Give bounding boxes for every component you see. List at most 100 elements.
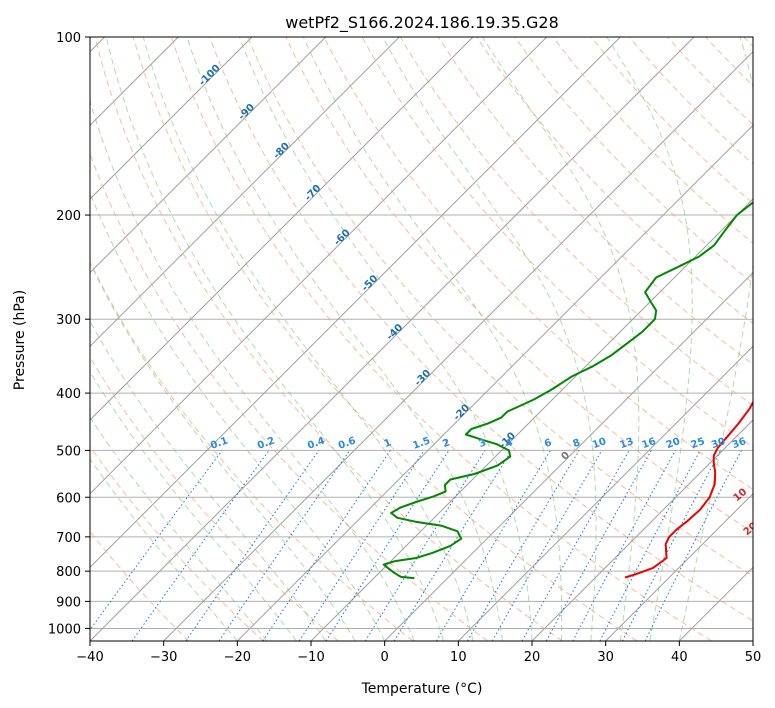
moist-adiabat-line [105,37,445,641]
moist-adiabat-line [90,370,297,641]
mixing-ratio-label: 2 [441,437,451,450]
x-tick-label: 10 [450,650,467,665]
x-tick-label: 20 [524,650,541,665]
moist-adiabat-line [90,320,327,641]
mixing-ratio-label: 8 [572,437,582,450]
dry-adiabat-line [476,37,753,325]
mixing-ratio-line [325,450,450,641]
dry-adiabat-line [209,37,753,622]
mixing-ratio-line [90,450,223,631]
y-tick-label: 700 [56,531,81,546]
temperature-profile-line [624,400,753,579]
mixing-ratio-line [262,450,391,641]
dry-adiabat-line [247,37,753,577]
isotherm-line [457,345,753,641]
plot-area: -100-90-80-70-60-50-40-30-20-10010203040… [90,37,760,641]
moist-adiabat-line [90,99,415,641]
dry-adiabat-line [90,260,414,641]
mixing-ratio-label: 16 [641,436,658,451]
moist-adiabat-line [90,416,268,641]
x-tick-label: −40 [76,650,103,665]
mixing-ratio-label: 25 [690,436,707,451]
y-tick-label: 100 [56,31,81,46]
isotherm-line [605,492,753,641]
mixing-ratio-line [218,450,351,641]
x-axis-ticks: −40 −30 −20 −10 0 10 20 30 40 50 [76,641,761,665]
moist-adiabats [90,37,753,641]
y-tick-label: 1000 [48,622,81,637]
plot-frame [89,36,754,642]
moist-adiabat-line [302,37,563,641]
moist-adiabat-line [90,261,356,641]
mixing-ratio-line [572,450,676,641]
mixing-ratio-label: 13 [618,436,635,451]
skewed-isotherms [90,37,753,641]
x-axis-label: Temperature (°C) [361,681,483,697]
x-tick-label: −30 [150,650,177,665]
mixing-ratio-label: 10 [591,436,608,451]
mixing-ratio-line [185,450,320,641]
y-tick-label: 500 [56,444,81,459]
isotherm-line [90,37,695,641]
moist-adiabat-line [606,37,693,641]
mixing-ratio-label: 6 [543,437,553,450]
mixing-ratio-label: 30 [710,436,727,451]
mixing-ratio-line [393,450,513,641]
mixing-ratio-label: 1 [383,437,393,450]
x-tick-label: 30 [597,650,614,665]
x-tick-label: 50 [745,650,762,665]
isotherm-line [90,37,400,348]
moist-adiabat-line [481,37,640,641]
isotherm-line [531,419,753,641]
dry-adiabat-line [514,37,753,284]
moist-adiabat-line [238,37,533,641]
dry-adiabat-line [323,37,753,491]
dry-adiabats [90,37,753,641]
isotherm-line [236,124,753,641]
sounding-profiles [382,201,753,580]
y-tick-label: 900 [56,595,81,610]
x-tick-label: 0 [381,650,389,665]
mixing-ratio-label: 20 [665,436,682,451]
y-tick-label: 200 [56,209,81,224]
y-tick-label: 600 [56,491,81,506]
y-tick-label: 400 [56,387,81,402]
mixing-ratio-line [298,450,425,641]
x-tick-label: −10 [297,650,324,665]
chart-title: wetPf2_S166.2024.186.19.35.G28 [285,13,559,33]
dry-adiabat-line [90,445,264,641]
mixing-ratio-label: 36 [731,436,748,451]
mixing-ratio-label: 3 [477,437,487,450]
mixing-ratio-line [621,450,722,641]
mixing-ratio-line [545,450,652,641]
y-axis-ticks: 100 200 300 400 500 600 700 800 900 1000 [48,31,90,637]
moist-adiabat-line [90,191,386,641]
moist-adiabat-line [186,37,503,641]
isotherm-line [90,37,474,421]
isotherm-line [90,37,548,495]
moist-adiabat-line [382,37,597,641]
dry-adiabat-line [285,37,753,534]
dewpoint-profile-line [382,201,753,580]
isotherm-line [384,271,753,641]
isotherm-line [163,50,753,641]
x-tick-label: 40 [671,650,688,665]
dry-adiabat-line [132,37,638,641]
moist-adiabat-line [142,37,474,641]
moist-adiabat-line [678,37,753,641]
dry-adiabat-line [170,37,712,641]
dry-adiabat-label: 20 [742,521,760,538]
isotherm-line [90,37,253,200]
y-tick-label: 800 [56,565,81,580]
isotherm-line [90,37,621,569]
mixing-ratio-line [521,450,630,641]
dry-adiabat-line [90,356,339,641]
x-tick-label: −20 [224,650,251,665]
mixing-ratio-line [644,450,742,641]
y-tick-label: 300 [56,313,81,328]
isotherm-line [90,37,327,274]
mixing-ratio-label: 4 [504,437,514,450]
y-axis-label: Pressure (hPa) [12,290,28,390]
mixing-ratio-line [131,450,270,641]
